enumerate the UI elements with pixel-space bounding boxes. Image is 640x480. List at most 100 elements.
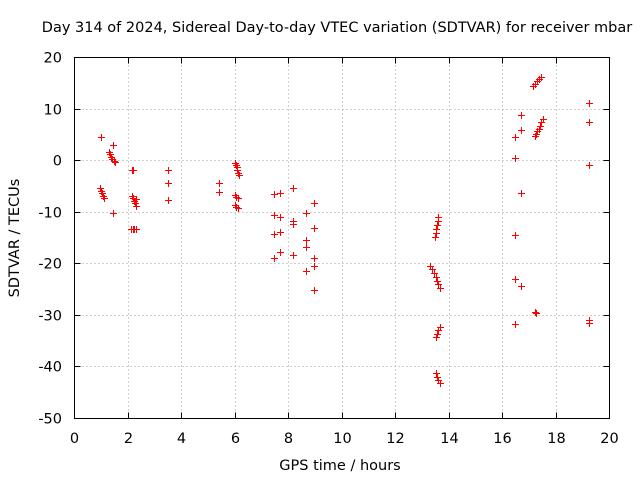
data-point xyxy=(235,195,242,202)
data-point xyxy=(271,255,278,262)
data-point xyxy=(216,180,223,187)
data-point xyxy=(586,320,593,327)
data-point xyxy=(107,151,114,158)
data-point xyxy=(433,274,440,281)
y-axis-label: SDTVAR / TECUs xyxy=(7,179,23,298)
data-point xyxy=(311,287,318,294)
data-point xyxy=(537,123,544,130)
data-point xyxy=(434,331,441,338)
data-point xyxy=(303,237,310,244)
data-point xyxy=(111,158,118,165)
grid-lines xyxy=(74,57,610,419)
y-tick-label: -20 xyxy=(38,257,62,273)
data-point xyxy=(234,167,241,174)
y-tick-label: 10 xyxy=(44,103,62,119)
data-point xyxy=(110,142,117,149)
data-point xyxy=(532,309,539,316)
data-point xyxy=(98,134,105,141)
data-point xyxy=(216,189,223,196)
data-point xyxy=(133,226,140,233)
data-point xyxy=(518,190,525,197)
x-tick-label: 20 xyxy=(600,431,618,447)
data-point xyxy=(277,190,284,197)
x-tick-labels: 0 2 4 6 8 10 12 14 16 18 20 xyxy=(70,431,619,447)
y-tick-label: -30 xyxy=(38,309,62,325)
data-point xyxy=(512,155,519,162)
data-point xyxy=(311,255,318,262)
data-point xyxy=(311,263,318,270)
data-point xyxy=(431,270,438,277)
data-point xyxy=(435,327,442,334)
y-tick-label: -40 xyxy=(38,360,62,376)
y-tick-label: 0 xyxy=(53,154,62,170)
data-point xyxy=(271,191,278,198)
x-tick-label: 4 xyxy=(177,431,186,447)
y-tick-label: -10 xyxy=(38,206,62,222)
data-point xyxy=(429,266,436,273)
x-tick-label: 2 xyxy=(124,431,133,447)
data-point xyxy=(586,119,593,126)
data-point xyxy=(97,185,104,192)
data-point xyxy=(303,244,310,251)
data-point xyxy=(130,195,137,202)
data-point xyxy=(133,203,140,210)
x-tick-label: 8 xyxy=(284,431,293,447)
data-point xyxy=(512,276,519,283)
data-point xyxy=(112,159,119,166)
x-axis-label: GPS time / hours xyxy=(279,458,400,474)
data-point xyxy=(536,126,543,133)
data-point xyxy=(277,229,284,236)
data-point xyxy=(133,196,140,203)
data-point xyxy=(290,185,297,192)
data-point xyxy=(533,310,540,317)
data-point xyxy=(434,278,441,285)
data-point xyxy=(586,162,593,169)
data-point xyxy=(512,321,519,328)
y-tick-label: -50 xyxy=(38,412,62,428)
data-point xyxy=(538,74,545,81)
data-points xyxy=(97,74,593,387)
x-tick-label: 10 xyxy=(333,431,351,447)
data-point xyxy=(101,195,108,202)
data-point xyxy=(433,370,440,377)
data-point xyxy=(518,283,525,290)
data-point xyxy=(437,285,444,292)
data-point xyxy=(271,231,278,238)
data-point xyxy=(271,212,278,219)
plot-frame xyxy=(74,57,610,419)
data-point xyxy=(433,334,440,341)
x-tick-label: 16 xyxy=(493,431,511,447)
data-point xyxy=(434,374,441,381)
x-tick-label: 12 xyxy=(386,431,404,447)
data-point xyxy=(277,249,284,256)
data-point xyxy=(99,190,106,197)
x-tick-label: 0 xyxy=(70,431,79,447)
data-point xyxy=(437,380,444,387)
data-point xyxy=(311,225,318,232)
data-point xyxy=(165,180,172,187)
data-point xyxy=(435,281,442,288)
data-point xyxy=(518,112,525,119)
data-point xyxy=(235,205,242,212)
data-point xyxy=(432,234,439,241)
data-point xyxy=(518,127,525,134)
x-tick-label: 18 xyxy=(547,431,565,447)
y-tick-labels: -50 -40 -30 -20 -10 0 10 20 xyxy=(38,51,62,428)
data-point xyxy=(540,116,547,123)
data-point xyxy=(277,214,284,221)
data-point xyxy=(533,131,540,138)
data-point xyxy=(434,222,441,229)
data-point xyxy=(165,167,172,174)
data-point xyxy=(290,252,297,259)
x-tick-label: 6 xyxy=(231,431,240,447)
data-point xyxy=(110,210,117,217)
data-point xyxy=(236,172,243,179)
data-point xyxy=(435,218,442,225)
data-point xyxy=(512,232,519,239)
data-point xyxy=(130,167,137,174)
data-point xyxy=(132,200,139,207)
data-point xyxy=(303,210,310,217)
data-point xyxy=(290,221,297,228)
data-point xyxy=(165,197,172,204)
